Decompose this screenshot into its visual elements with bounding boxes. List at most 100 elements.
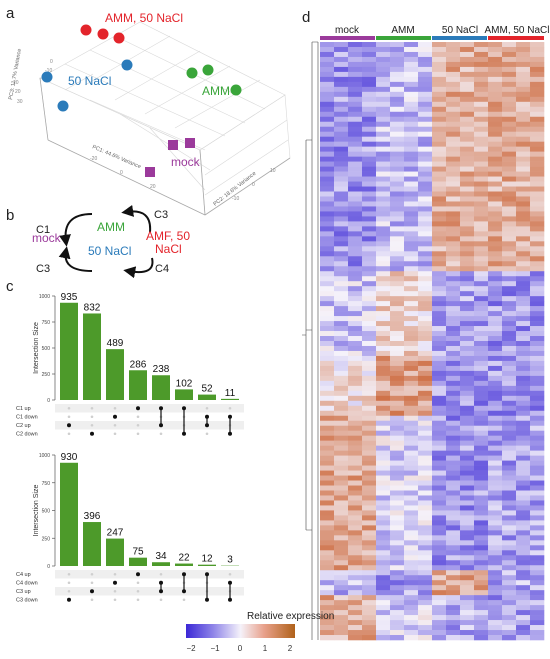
heatmap-cell	[516, 341, 531, 347]
heatmap-cell	[334, 605, 349, 611]
heatmap-cell	[376, 445, 391, 451]
heatmap-cell	[334, 96, 349, 103]
heatmap-cell	[320, 286, 335, 292]
upset-matrix-dot-empty	[113, 589, 117, 593]
heatmap-cell	[390, 181, 405, 187]
heatmap-cell	[376, 306, 391, 312]
heatmap-cell	[516, 430, 531, 436]
heatmap-cell	[516, 470, 531, 476]
upset-matrix-dot	[113, 580, 117, 585]
heatmap-cell	[334, 196, 349, 202]
heatmap-cell	[334, 51, 349, 58]
heatmap-cell	[376, 550, 391, 556]
heatmap-cell	[418, 236, 433, 242]
heatmap-cell	[376, 530, 391, 536]
heatmap-cell	[446, 350, 461, 357]
heatmap-cell	[390, 355, 405, 362]
heatmap-cell	[334, 176, 349, 182]
heatmap-cell	[460, 535, 475, 541]
heatmap-cell	[502, 375, 517, 382]
heatmap-cell	[432, 166, 447, 172]
heatmap-cell	[488, 42, 503, 48]
heatmap-cell	[474, 360, 489, 367]
heatmap-cell	[446, 390, 461, 397]
upset-matrix-dot	[228, 580, 232, 585]
heatmap-cell	[474, 176, 489, 182]
heatmap-cell	[488, 196, 503, 202]
heatmap-cell	[460, 435, 475, 441]
heatmap-cell	[502, 261, 517, 267]
heatmap-cell	[348, 171, 363, 177]
heatmap-cell	[446, 121, 461, 128]
heatmap-cell	[390, 590, 405, 596]
heatmap-cell	[418, 201, 433, 207]
heatmap-cell	[348, 460, 363, 466]
heatmap-cell	[502, 460, 517, 466]
heatmap-cell	[502, 81, 517, 88]
heatmap-cell	[320, 166, 335, 172]
heatmap-cell	[502, 106, 517, 113]
heatmap-cell	[376, 261, 391, 267]
heatmap-cell	[502, 620, 517, 626]
heatmap-cell	[502, 266, 517, 272]
heatmap-cell	[390, 345, 405, 352]
heatmap-cell	[502, 281, 517, 287]
heatmap-cell	[516, 380, 531, 387]
heatmap-cell	[334, 455, 349, 461]
heatmap-cell	[390, 570, 405, 576]
heatmap-cell	[502, 595, 517, 601]
heatmap-cell	[516, 96, 531, 103]
heatmap-cell	[334, 131, 349, 137]
heatmap-cell	[502, 590, 517, 596]
heatmap-cell	[474, 595, 489, 601]
heatmap-cell	[404, 56, 419, 63]
heatmap-cell	[362, 341, 377, 347]
heatmap-cell	[488, 370, 503, 377]
heatmap-cell	[376, 311, 391, 317]
upset-bar-value-label: 12	[201, 554, 213, 565]
heatmap-cell	[516, 231, 531, 237]
heatmap-cell	[446, 46, 461, 53]
heatmap-cell	[418, 510, 433, 516]
heatmap-cell	[418, 141, 433, 147]
heatmap-cell	[446, 216, 461, 222]
heatmap-cell	[404, 510, 419, 516]
heatmap-cell	[516, 495, 531, 501]
heatmap-cell	[488, 91, 503, 98]
heatmap-cell	[404, 301, 419, 307]
heatmap-cell	[348, 580, 363, 586]
heatmap-cell	[502, 430, 517, 436]
heatmap-cell	[334, 141, 349, 147]
heatmap-cell	[432, 111, 447, 118]
heatmap-cell	[530, 331, 545, 337]
heatmap-cell	[362, 116, 377, 123]
heatmap-cell	[320, 425, 335, 431]
heatmap-cell	[376, 355, 391, 362]
heatmap-cell	[334, 221, 349, 227]
heatmap-cell	[530, 610, 545, 616]
heatmap-cell	[418, 286, 433, 292]
heatmap-cell	[432, 415, 447, 422]
heatmap-cell	[516, 206, 531, 212]
heatmap-cell	[516, 550, 531, 556]
heatmap-cell	[516, 201, 531, 207]
heatmap-cell	[320, 390, 335, 397]
heatmap-cell	[418, 370, 433, 377]
heatmap-cell	[474, 560, 489, 566]
heatmap-cell	[432, 625, 447, 631]
heatmap-cell	[418, 480, 433, 486]
heatmap-cell	[502, 555, 517, 561]
heatmap-cell	[390, 141, 405, 147]
heatmap-cell	[334, 166, 349, 172]
upset-bar-value-label: 11	[225, 388, 236, 399]
heatmap-cell	[390, 470, 405, 476]
heatmap-cell	[418, 316, 433, 322]
heatmap-cell	[390, 316, 405, 322]
heatmap-cell	[446, 610, 461, 616]
heatmap-cell	[516, 600, 531, 606]
heatmap-cell	[334, 570, 349, 576]
heatmap-cell	[362, 440, 377, 446]
heatmap-cell	[432, 181, 447, 187]
heatmap-cell	[516, 106, 531, 113]
heatmap-cell	[474, 271, 489, 277]
